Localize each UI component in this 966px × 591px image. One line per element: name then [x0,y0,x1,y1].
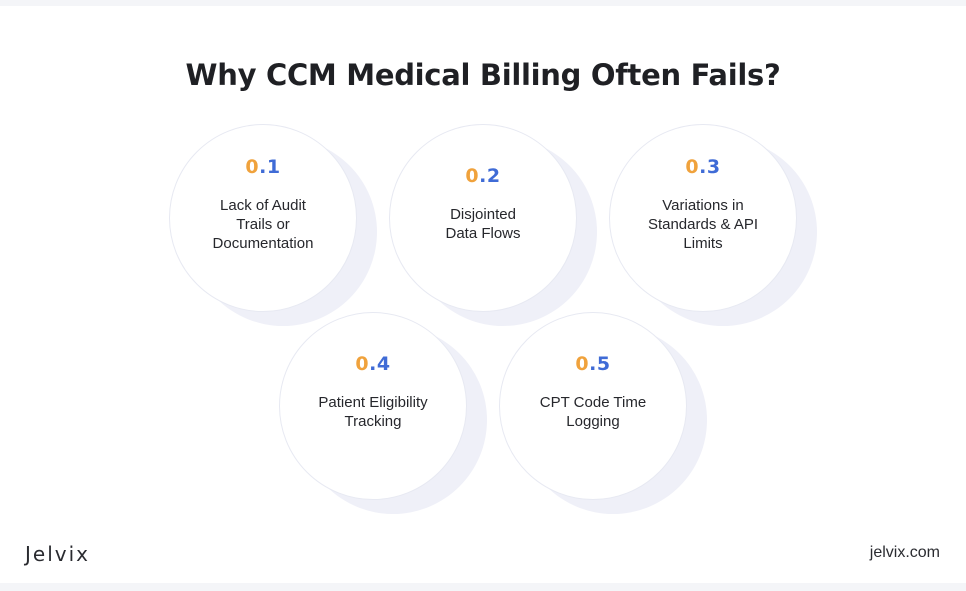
label-line: Tracking [344,413,402,430]
reason-label: Lack of Audit Trails or Documentation [188,196,338,253]
reason-number: 0.2 [465,165,500,187]
reason-number: 0.1 [245,156,280,178]
label-line: Data Flows [445,225,521,242]
circle: 0.2 Disjointed Data Flows [389,124,577,312]
reason-number: 0.3 [685,156,720,178]
number-lead: 0 [575,353,590,375]
label-line: CPT Code Time [539,394,647,411]
reason-circle-1: 0.1 Lack of Audit Trails or Documentatio… [169,124,381,336]
reason-circle-3: 0.3 Variations in Standards & API Limits [609,124,821,336]
label-line: Logging [566,413,620,430]
label-line: Disjointed [450,206,516,223]
label-line: Lack of Audit [220,196,306,214]
reason-circle-4: 0.4 Patient Eligibility Tracking [279,312,491,524]
label-line: Standards & API [647,215,759,233]
label-line: Trails or [236,215,290,233]
number-tail: .1 [259,155,281,178]
canvas: Why CCM Medical Billing Often Fails? 0.1… [0,6,966,583]
reason-label: Disjointed Data Flows [408,205,558,243]
number-lead: 0 [355,353,370,375]
reason-circle-5: 0.5 CPT Code Time Logging [499,312,711,524]
brand-logo: Jelvix [25,542,90,566]
number-tail: .4 [369,353,391,375]
circle: 0.4 Patient Eligibility Tracking [279,312,467,500]
circle: 0.1 Lack of Audit Trails or Documentatio… [169,124,357,312]
number-tail: .3 [699,155,721,178]
reason-circle-2: 0.2 Disjointed Data Flows [389,124,601,336]
circle: 0.3 Variations in Standards & API Limits [609,124,797,312]
reason-label: Variations in Standards & API Limits [628,196,778,253]
reason-label: Patient Eligibility Tracking [298,393,448,431]
reason-label: CPT Code Time Logging [518,393,668,431]
number-tail: .5 [589,353,611,375]
label-line: Patient Eligibility [318,394,428,411]
page-title: Why CCM Medical Billing Often Fails? [185,58,781,92]
reason-number: 0.5 [575,353,610,375]
number-lead: 0 [465,165,480,187]
reason-number: 0.4 [355,353,390,375]
number-tail: .2 [479,165,501,187]
label-line: Variations in [662,196,744,214]
label-line: Limits [683,234,723,252]
label-line: Documentation [212,234,314,252]
site-url: jelvix.com [869,544,940,561]
number-lead: 0 [685,155,700,178]
number-lead: 0 [245,155,260,178]
circle: 0.5 CPT Code Time Logging [499,312,687,500]
